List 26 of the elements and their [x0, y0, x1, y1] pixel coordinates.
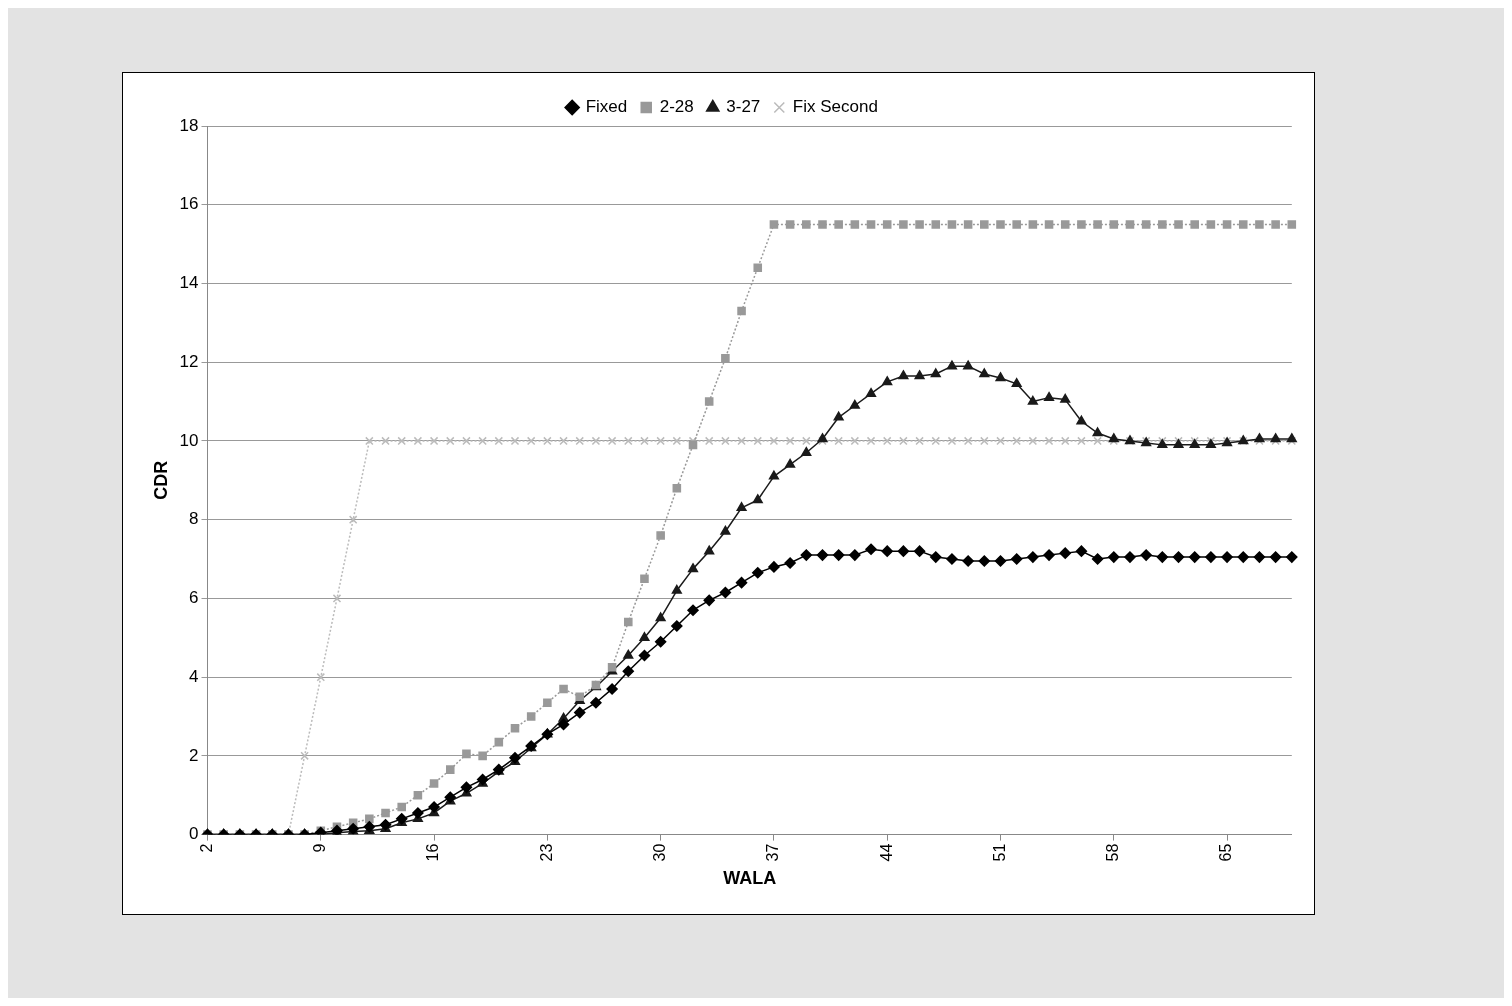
x-tick-label: 30 [651, 843, 669, 862]
x-tick-label: 58 [1104, 843, 1122, 862]
x-tick-label: 23 [537, 843, 555, 862]
legend-label: Fixed [585, 97, 628, 117]
y-tick-label: 2 [189, 745, 199, 765]
x-tick-label: 44 [877, 843, 895, 862]
x-tick-label: 9 [311, 843, 329, 853]
y-tick-label: 6 [189, 588, 199, 608]
y-tick-label: 4 [189, 666, 199, 686]
legend-label: 2-28 [659, 97, 694, 117]
x-tick-label: 65 [1217, 843, 1235, 862]
y-axis-title: CDR [150, 460, 171, 500]
y-tick-label: 0 [189, 824, 199, 844]
y-tick-label: 8 [189, 509, 199, 529]
y-tick-label: 12 [179, 351, 199, 371]
y-tick-label: 18 [179, 115, 199, 135]
x-tick-label: 2 [197, 843, 215, 853]
legend-label: 3-27 [726, 97, 761, 117]
x-tick-label: 37 [764, 843, 782, 862]
x-tick-label: 16 [424, 843, 442, 862]
legend-label: Fix Second [792, 97, 878, 117]
y-tick-label: 14 [179, 273, 199, 293]
x-axis-title: WALA [723, 868, 777, 889]
y-tick-label: 16 [179, 194, 199, 214]
y-tick-label: 10 [179, 430, 199, 450]
x-tick-label: 51 [990, 843, 1008, 862]
